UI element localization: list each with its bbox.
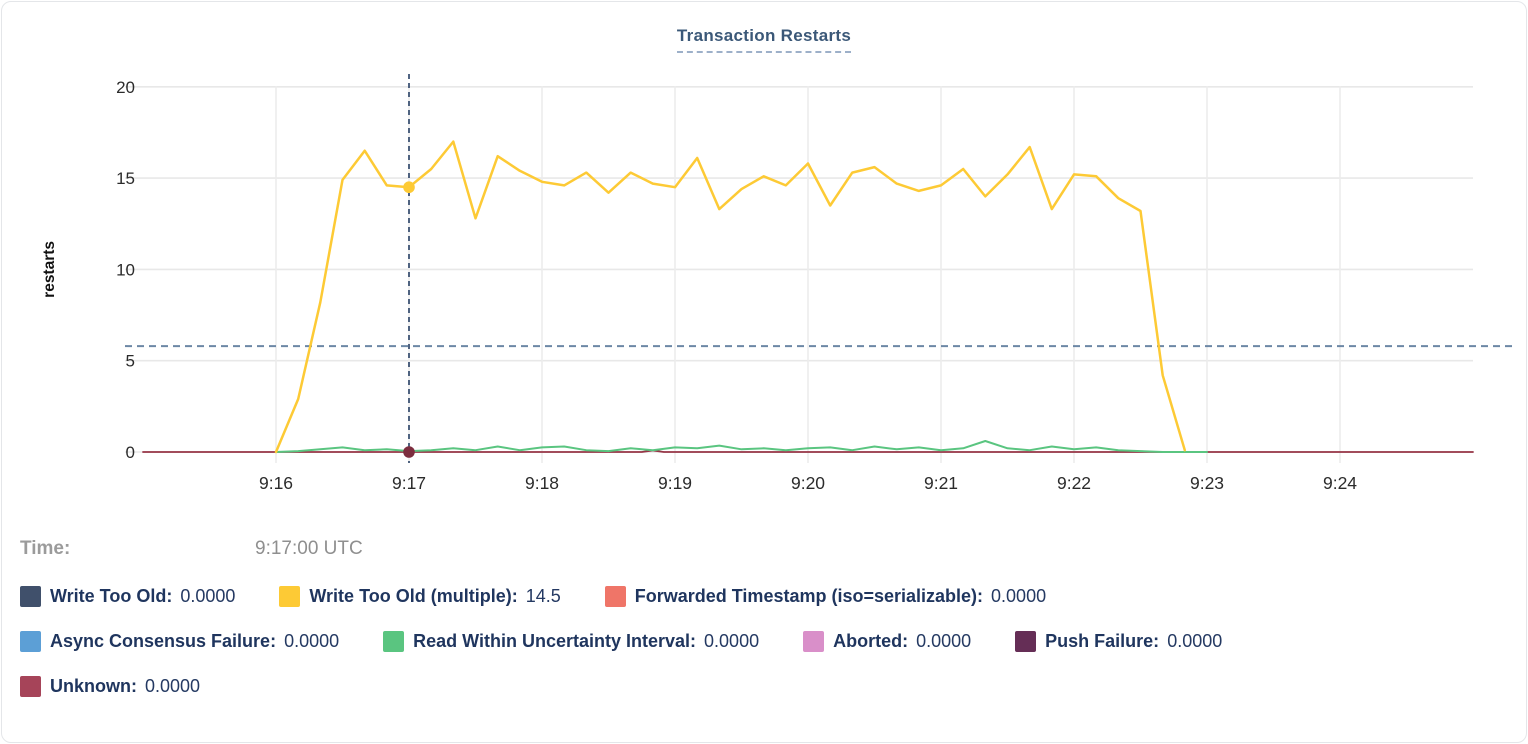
legend-label: Unknown: [50, 676, 137, 696]
y-tick-label: 0 [126, 443, 135, 462]
x-tick-label: 9:20 [791, 473, 825, 493]
legend-item-write-too-old-multiple-[interactable]: Write Too Old (multiple): 14.5 [279, 586, 561, 607]
legend-item-unknown-[interactable]: Unknown: 0.0000 [20, 676, 200, 697]
series-line-read-within-uncertainty-interval [275, 440, 1208, 453]
legend-row-3: Unknown: 0.0000 [20, 676, 1516, 697]
legend-row-1: Write Too Old: 0.0000 Write Too Old (multi… [20, 586, 1516, 607]
legend-item-write-too-old-[interactable]: Write Too Old: 0.0000 [20, 586, 235, 607]
crosshair-dot-write-too-old-multiple- [403, 181, 415, 194]
legend-value: 0.0000 [145, 676, 201, 696]
legend-label: Forwarded Timestamp (iso=serializable): [634, 586, 984, 606]
legend-label: Write Too Old (multiple): [309, 586, 518, 606]
legend-label: Read Within Uncertainty Interval: [413, 631, 697, 651]
chart-title[interactable]: Transaction Restarts [676, 26, 852, 53]
legend-swatch [1015, 631, 1037, 652]
legend-swatch [20, 586, 41, 607]
legend-label: Write Too Old: [50, 586, 173, 606]
legend-label: Push Failure: [1045, 631, 1160, 651]
legend-value: 0.0000 [1167, 631, 1223, 651]
x-tick-label: 9:16 [259, 473, 293, 493]
legend-item-push-failure-[interactable]: Push Failure: 0.0000 [1015, 631, 1222, 652]
y-tick-label: 20 [116, 78, 135, 97]
x-tick-label: 9:22 [1057, 473, 1091, 493]
legend-swatch [20, 676, 41, 697]
legend-value: 14.5 [525, 586, 561, 606]
x-tick-label: 9:21 [924, 473, 958, 493]
legend-value: 0.0000 [991, 586, 1047, 606]
legend-swatch [803, 631, 825, 652]
series-line-write-too-old-multiple- [274, 140, 1187, 454]
chart-header: Transaction Restarts [2, 26, 1526, 53]
legend-item-async-consensus-failure-[interactable]: Async Consensus Failure: 0.0000 [20, 631, 339, 652]
x-tick-label: 9:24 [1323, 473, 1357, 493]
legend-value: 0.0000 [704, 631, 760, 651]
hover-time-value: 9:17:00 UTC [255, 538, 363, 559]
y-axis-title: restarts [41, 241, 58, 298]
x-tick-label: 9:19 [658, 473, 692, 493]
restarts-chart[interactable]: 0 5 10 15 20 9:16 9:17 9:18 9:19 9:20 9:21 9:22 9:23… [2, 2, 1527, 522]
legend-value: 0.0000 [180, 586, 236, 606]
legend-value: 0.0000 [284, 631, 340, 651]
legend-swatch [604, 586, 626, 607]
legend-item-read-within-uncertainty-interval-[interactable]: Read Within Uncertainty Interval: 0.0000 [383, 631, 759, 652]
x-tick-label: 9:17 [392, 473, 426, 493]
legend-swatch [383, 631, 405, 652]
legend-item-forwarded-timestamp-iso-serializable-[interactable]: Forwarded Timestamp (iso=serializable): 0… [604, 586, 1047, 607]
legend-swatch [20, 631, 41, 652]
legend-label: Async Consensus Failure: [50, 631, 277, 651]
hover-time-label: Time: [20, 538, 71, 559]
legend-swatch [279, 586, 301, 607]
x-tick-label: 9:18 [525, 473, 559, 493]
legend-label: Aborted: [833, 631, 909, 651]
x-tick-label: 9:23 [1190, 473, 1224, 493]
legend-item-aborted-[interactable]: Aborted: 0.0000 [803, 631, 971, 652]
y-tick-label: 15 [116, 169, 135, 188]
crosshair-dot-unknown [403, 446, 415, 458]
legend-row-2: Async Consensus Failure: 0.0000 Read Withi… [20, 631, 1516, 652]
y-tick-label: 5 [126, 352, 135, 371]
legend-value: 0.0000 [916, 631, 972, 651]
y-tick-label: 10 [116, 260, 135, 279]
